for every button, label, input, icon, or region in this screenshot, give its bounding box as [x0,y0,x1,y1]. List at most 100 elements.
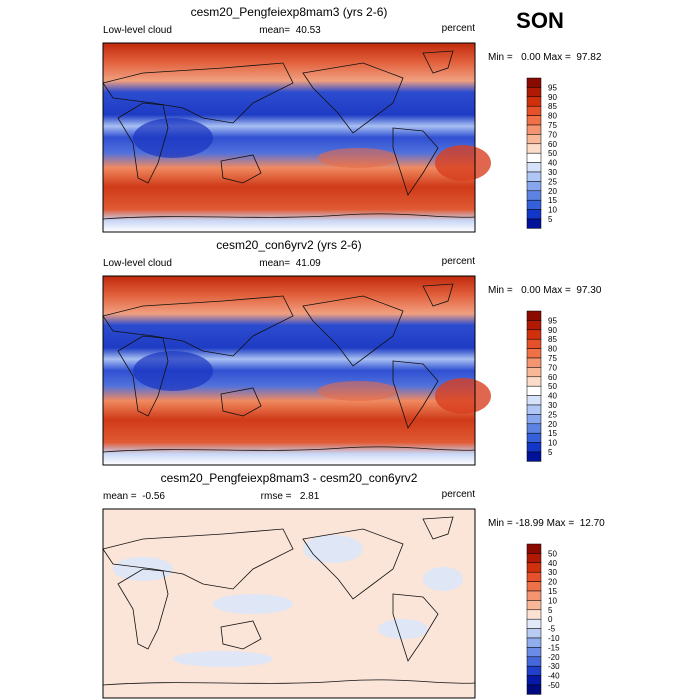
colorbar-box [526,376,542,387]
colorbar-label: 15 [548,196,557,205]
colorbar-label: 25 [548,177,557,186]
colorbar-label: 80 [548,112,557,121]
colorbar-box [526,162,542,173]
colorbar-box [526,310,542,321]
colorbar-box [526,171,542,182]
colorbar-box [526,87,542,98]
colorbar-label: 30 [548,168,557,177]
colorbar-label: 95 [548,83,557,92]
colorbar-box [526,543,542,554]
colorbar-label: 60 [548,373,557,382]
min-max: Min = 0.00 Max = 97.30 [488,285,602,296]
colorbar-label: 70 [548,363,557,372]
map-field [435,378,491,414]
colorbar-box [526,367,542,378]
colorbar-box [526,199,542,210]
colorbar-box [526,451,542,462]
panel-center-label: mean= 40.53 [259,25,321,36]
colorbar-label: 0 [548,615,553,624]
panel-center-label: rmse = 2.81 [261,491,320,502]
colorbar-box [526,665,542,676]
map-field [133,118,213,158]
colorbar-label: 20 [548,578,557,587]
colorbar-label: 60 [548,140,557,149]
map-frame [102,275,476,466]
colorbar-box [526,385,542,396]
colorbar-box [526,190,542,201]
colorbar-label: -40 [548,672,560,681]
colorbar-label: 15 [548,587,557,596]
colorbar-label: 50 [548,549,557,558]
colorbar-label: 90 [548,326,557,335]
panel-center-label: mean= 41.09 [259,258,321,269]
colorbar-box [526,656,542,667]
map-frame [102,508,476,699]
colorbar-label: -20 [548,653,560,662]
map [102,42,491,233]
colorbar-box [526,609,542,620]
map [102,275,491,466]
map [102,508,476,699]
colorbar-label: 15 [548,429,557,438]
colorbar-box [526,357,542,368]
colorbar-label: 40 [548,159,557,168]
colorbar-label: 10 [548,439,557,448]
colorbar-box [526,423,542,434]
map-field [213,594,293,614]
panel-title: cesm20_Pengfeiexp8mam3 - cesm20_con6yrv2 [161,471,418,485]
colorbar-box [526,338,542,349]
colorbar-label: -5 [548,625,556,634]
colorbar-box [526,553,542,564]
colorbar-label: 20 [548,420,557,429]
colorbar-box [526,105,542,116]
colorbar-box [526,432,542,443]
min-max: Min = -18.99 Max = 12.70 [488,518,605,529]
panel-left-label: mean = -0.56 [103,491,165,502]
colorbar-box [526,675,542,686]
map-field [318,148,398,168]
colorbar-box [526,115,542,126]
colorbar-box [526,628,542,639]
map-field [378,619,428,639]
colorbar-box [526,77,542,88]
colorbar-label: 70 [548,130,557,139]
colorbar-label: 75 [548,354,557,363]
colorbar-label: 50 [548,149,557,158]
map-field [435,145,491,181]
colorbar-label: 5 [548,606,553,615]
colorbar-label: 40 [548,392,557,401]
colorbar-box [526,562,542,573]
colorbar-label: 10 [548,206,557,215]
colorbar-label: 80 [548,345,557,354]
panel-unit: percent [442,23,476,34]
colorbar-box [526,442,542,453]
colorbar-box [526,218,542,229]
colorbar-box [526,581,542,592]
colorbar-label: -10 [548,634,560,643]
colorbar-box [526,637,542,648]
colorbar-box [526,618,542,629]
colorbar-box [526,143,542,154]
colorbar-label: -50 [548,681,560,690]
colorbar-label: 30 [548,568,557,577]
season: SON [516,8,564,33]
colorbar-box [526,124,542,135]
map-field [423,567,463,591]
colorbar-box [526,320,542,331]
colorbar-box [526,684,542,695]
map-field [173,651,273,667]
map-field [303,535,363,563]
colorbar-label: 25 [548,410,557,419]
colorbar-label: 10 [548,596,557,605]
colorbar-box [526,96,542,107]
colorbar-label: -15 [548,643,560,652]
colorbar-box [526,404,542,415]
colorbar-box [526,647,542,658]
map-frame [102,42,476,233]
colorbar-box [526,152,542,163]
colorbar-label: -30 [548,662,560,671]
panel-unit: percent [442,489,476,500]
colorbar-box [526,590,542,601]
colorbar-box [526,329,542,340]
colorbar-box [526,600,542,611]
